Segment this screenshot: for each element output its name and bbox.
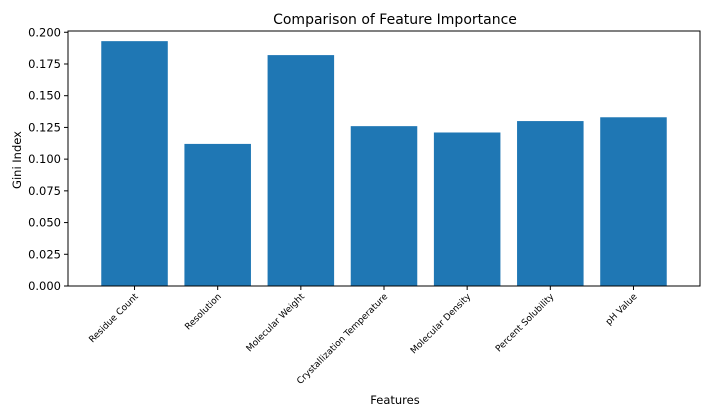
bar-6 (600, 117, 667, 287)
bar-3 (350, 126, 418, 286)
y-tick-label-7: 0.175 (28, 57, 61, 71)
bar-0 (101, 41, 168, 286)
x-tick-label-5: Percent Solubility (494, 292, 557, 355)
x-tick-label-1: Resolution (183, 292, 223, 332)
x-tick-label-2: Molecular Weight (245, 292, 307, 354)
y-tick-label-1: 0.025 (28, 247, 61, 261)
chart-title: Comparison of Feature Importance (273, 12, 517, 28)
y-tick-label-3: 0.075 (28, 184, 61, 198)
y-tick-label-4: 0.100 (28, 152, 61, 166)
bar-1 (184, 143, 251, 286)
bar-group (101, 41, 667, 287)
y-tick-label-0: 0.000 (28, 279, 61, 293)
y-axis-label: Gini Index (10, 131, 24, 189)
y-tick-label-6: 0.150 (28, 89, 61, 103)
x-tick-label-6: pH Value (604, 292, 640, 328)
x-tick-label-0: Residue Count (88, 292, 141, 345)
y-tick-label-2: 0.050 (28, 216, 61, 230)
y-tick-label-5: 0.125 (28, 120, 61, 134)
x-tick-label-4: Molecular Density (409, 292, 474, 357)
plot-frame (67, 30, 701, 287)
y-axis-ticks: 0.000 0.025 0.050 0.075 0.100 0.125 0.150 0.175… (28, 25, 68, 293)
bar-5 (517, 121, 584, 287)
x-tick-label-3: Crystallization Temperature (295, 292, 390, 387)
x-axis-label: Features (370, 393, 419, 406)
bar-2 (267, 55, 335, 286)
bar-4 (433, 132, 501, 286)
y-tick-label-8: 0.200 (28, 25, 61, 39)
x-axis-ticks: Residue Count Resolution Molecular WeightC… (88, 286, 640, 387)
